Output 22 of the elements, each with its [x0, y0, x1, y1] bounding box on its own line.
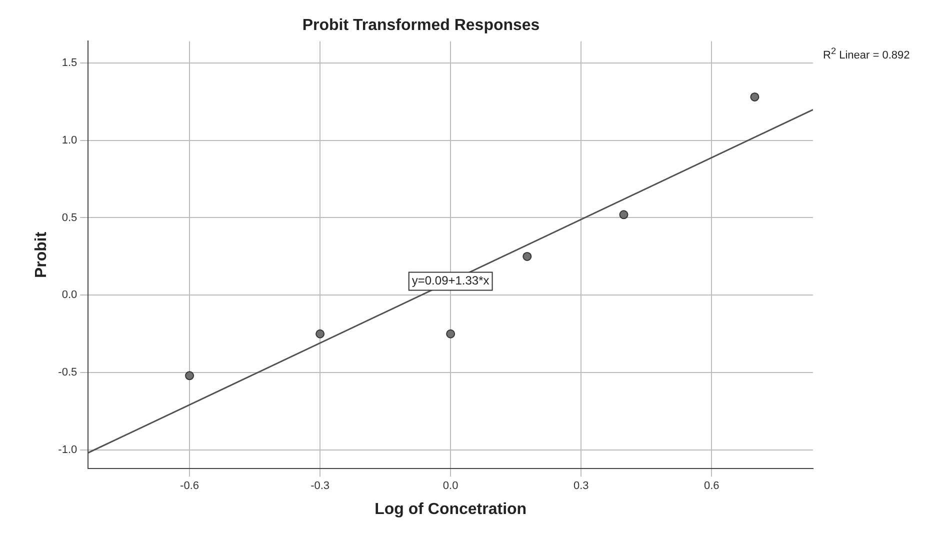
point [185, 371, 194, 380]
x-tick-label: -0.3 [310, 480, 330, 492]
x-tick-label: 0.3 [573, 480, 589, 492]
point [316, 329, 325, 338]
point [522, 252, 532, 261]
annotation: y=0.09+1.33*x [412, 274, 490, 288]
y-tick-label: 1.5 [62, 56, 78, 69]
x-axis-title: Log of Concetration [374, 500, 527, 518]
point [446, 329, 456, 338]
point [619, 210, 628, 220]
x-tick-label: 0.0 [442, 480, 458, 492]
y-tick-label: 0.5 [62, 212, 78, 224]
chart-title: Probit Transformed Responses [302, 17, 540, 34]
x-tick-label: 0.6 [704, 480, 720, 492]
y-tick-label: -0.5 [58, 366, 78, 379]
y-tick-label: -1.0 [58, 444, 78, 456]
point [750, 92, 760, 102]
text: R$^{2}$ Linear = 0.892 [823, 46, 910, 62]
y-tick-label: 1.0 [62, 134, 78, 146]
y-tick-label: 0.0 [62, 289, 78, 302]
y-axis-title: Probit [33, 231, 50, 278]
x-tick-label: -0.6 [180, 480, 200, 492]
